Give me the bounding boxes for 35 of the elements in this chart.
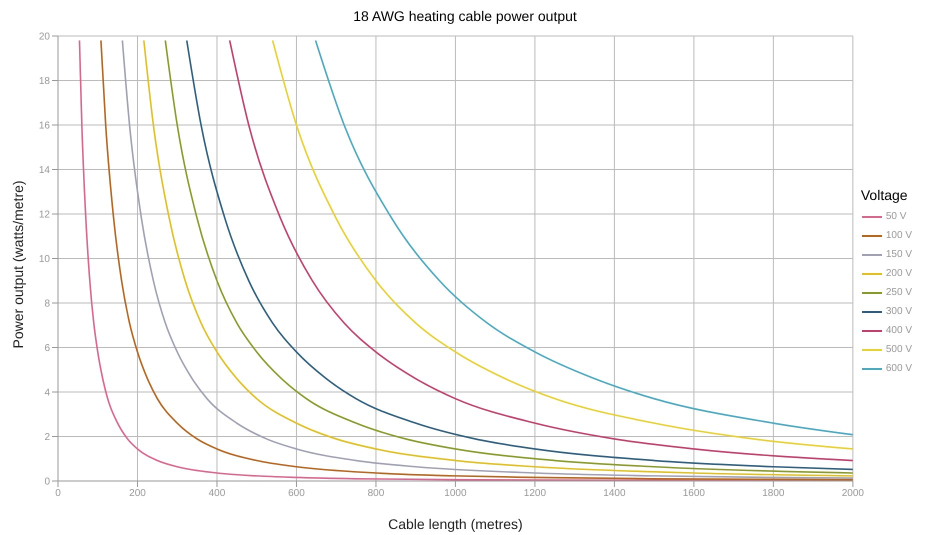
- y-axis-title: Power output (watts/metre): [10, 180, 26, 348]
- x-tick-label: 400: [208, 488, 226, 500]
- x-tick-label: 1200: [524, 488, 546, 500]
- y-tick-label: 4: [44, 388, 50, 399]
- x-tick-label: 1400: [603, 488, 626, 500]
- y-tick-label: 14: [38, 165, 50, 176]
- legend-label: 150 V: [886, 249, 912, 260]
- x-tick-label: 600: [288, 488, 306, 500]
- y-tick-label: 20: [38, 32, 50, 43]
- x-tick-label: 2000: [842, 488, 864, 500]
- x-tick-label: 800: [368, 488, 385, 500]
- legend-label: 500 V: [886, 344, 912, 355]
- legend-label: 100 V: [886, 230, 912, 241]
- y-tick-label: 6: [44, 343, 50, 354]
- legend-label: 250 V: [886, 287, 912, 298]
- y-tick-label: 8: [44, 298, 50, 310]
- x-tick-label: 1000: [444, 488, 467, 500]
- legend-label: 600 V: [886, 363, 912, 374]
- legend-title: Voltage: [860, 187, 909, 203]
- y-tick-label: 0: [44, 476, 50, 488]
- legend-label: 50 V: [886, 211, 906, 222]
- x-tick-label: 1600: [682, 488, 706, 500]
- legend-label: 400 V: [886, 325, 912, 336]
- x-axis-title: Cable length (metres): [388, 516, 523, 532]
- y-tick-label: 16: [38, 120, 50, 132]
- y-tick-label: 10: [38, 254, 50, 266]
- x-tick-label: 200: [129, 488, 146, 500]
- legend-label: 300 V: [886, 306, 912, 317]
- x-tick-label: 0: [55, 488, 62, 500]
- y-tick-label: 18: [38, 76, 50, 88]
- x-tick-label: 1800: [762, 488, 785, 500]
- chart-title: 18 AWG heating cable power output: [352, 8, 578, 26]
- y-tick-label: 12: [38, 210, 50, 221]
- y-tick-label: 2: [44, 432, 50, 444]
- legend-label: 200 V: [886, 268, 912, 279]
